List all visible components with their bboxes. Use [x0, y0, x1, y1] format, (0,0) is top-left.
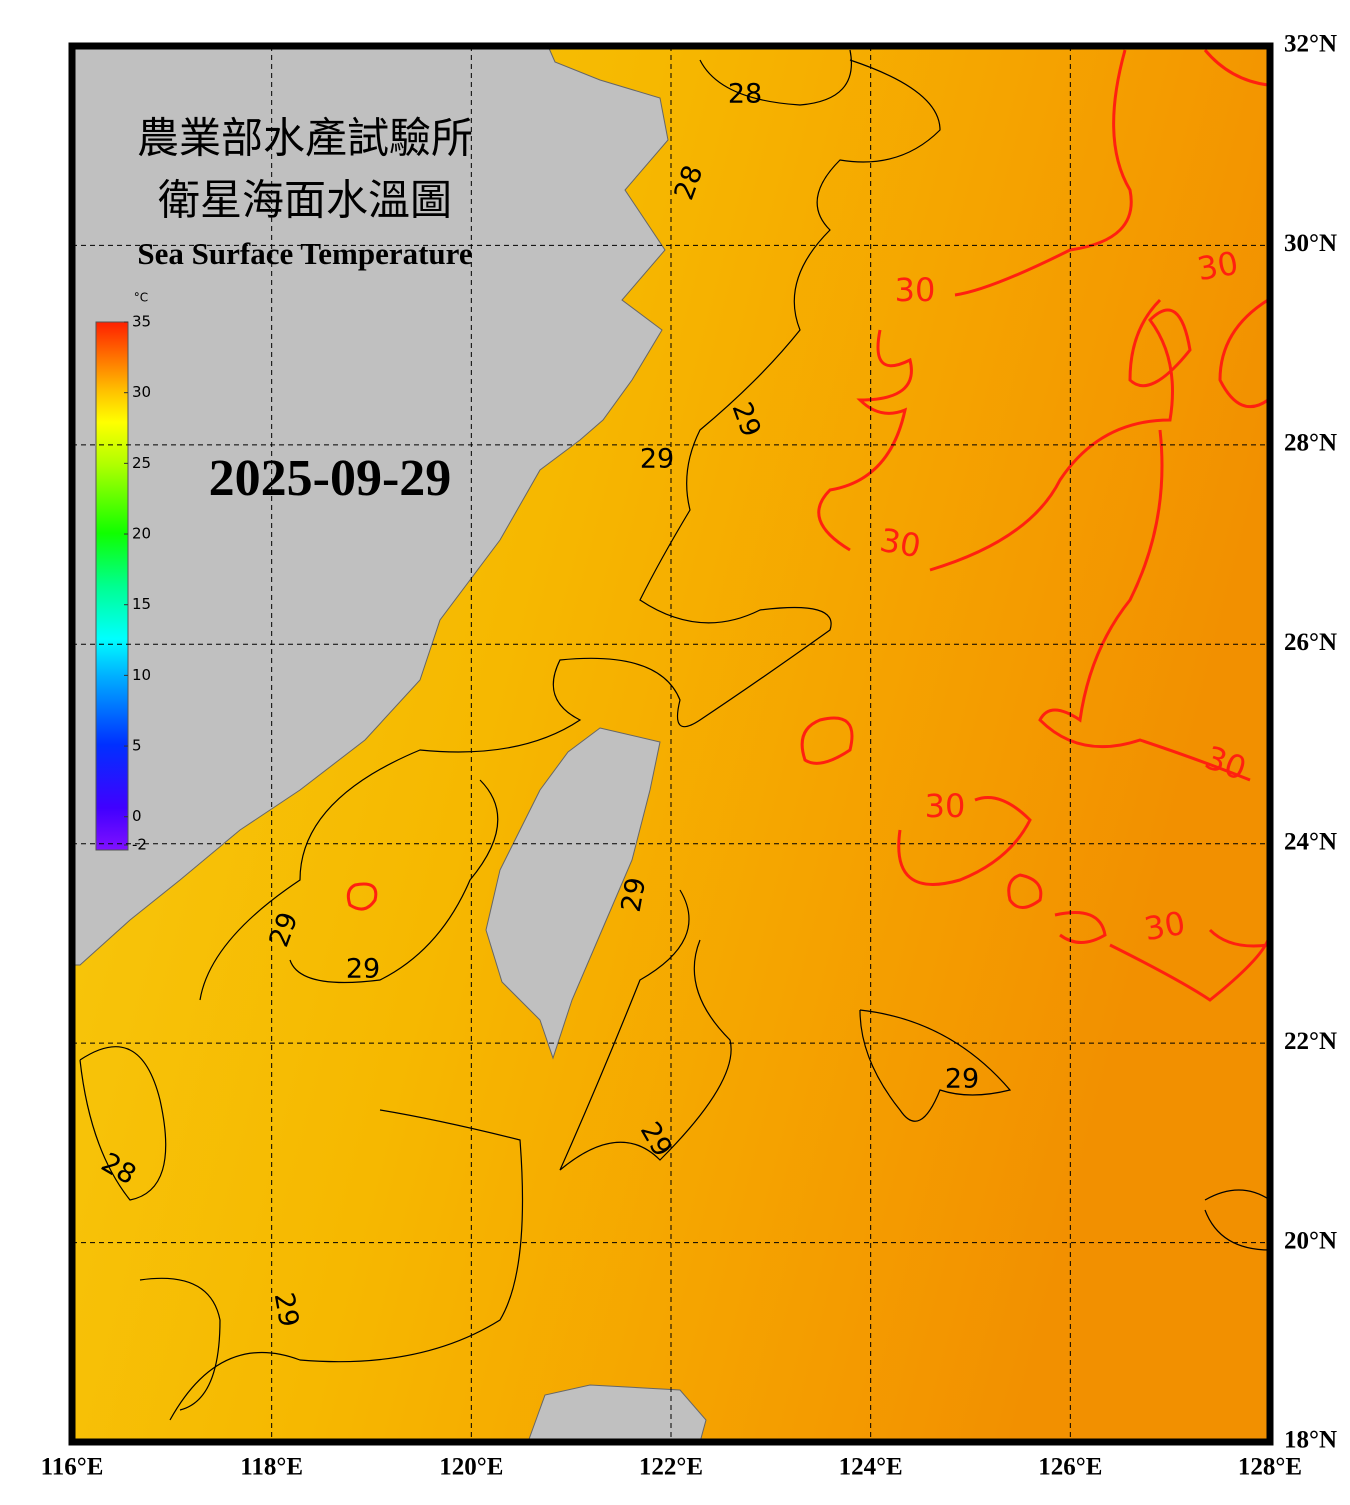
x-tick-label: 116°E	[41, 1454, 104, 1481]
land-taiwan	[485, 727, 661, 1060]
title-en: Sea Surface Temperature	[137, 236, 472, 271]
y-tick-label: 24°N	[1284, 828, 1337, 855]
contour-label: 28	[728, 79, 762, 110]
contour-label: 29	[640, 444, 674, 475]
colorbar-label: 5	[132, 737, 142, 755]
colorbar-label: -2	[132, 836, 147, 854]
y-tick-label: 20°N	[1284, 1227, 1337, 1254]
colorbar-label: 0	[132, 807, 142, 825]
contour-label: 30	[1141, 904, 1188, 948]
land-luzon	[527, 1384, 707, 1443]
contour-label: 29	[616, 875, 652, 914]
contour-label: 30	[925, 787, 966, 825]
colorbar-label: 30	[132, 383, 151, 401]
date: 2025-09-29	[209, 450, 452, 507]
x-tick-label: 120°E	[439, 1454, 503, 1481]
y-tick-label: 30°N	[1284, 230, 1337, 257]
title-zh: 農業部水產試驗所	[137, 116, 473, 163]
x-tick-label: 128°E	[1238, 1454, 1302, 1481]
title-zh: 衛星海面水溫圖	[158, 179, 452, 225]
contours-red	[346, 49, 1270, 1002]
colorbar-label: 25	[132, 454, 151, 472]
contours-black	[79, 49, 1271, 1421]
x-tick-label: 122°E	[639, 1454, 703, 1481]
x-tick-label: 124°E	[839, 1454, 903, 1481]
x-tick-label: 126°E	[1038, 1454, 1102, 1481]
contour-label: 30	[1194, 244, 1241, 288]
colorbar-label: 15	[132, 595, 151, 613]
colorbar-label: 35	[132, 313, 151, 331]
contour-label: 30	[895, 271, 936, 309]
contour-label: 29	[268, 1290, 304, 1329]
colorbar-unit: °C	[134, 291, 148, 305]
y-tick-label: 18°N	[1284, 1427, 1337, 1454]
y-tick-label: 22°N	[1284, 1028, 1337, 1055]
colorbar	[95, 321, 129, 851]
colorbar-label: 10	[132, 666, 151, 684]
x-tick-label: 118°E	[240, 1454, 303, 1481]
y-tick-label: 32°N	[1284, 31, 1337, 58]
y-tick-label: 26°N	[1284, 629, 1337, 656]
contour-label: 29	[346, 954, 380, 985]
contour-label: 29	[945, 1064, 979, 1095]
y-tick-label: 28°N	[1284, 430, 1337, 457]
colorbar-label: 20	[132, 525, 151, 543]
land-china	[71, 45, 669, 966]
contour-label: 30	[877, 521, 924, 565]
